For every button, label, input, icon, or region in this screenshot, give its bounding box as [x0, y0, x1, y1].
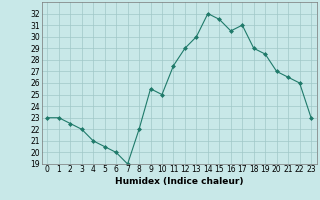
X-axis label: Humidex (Indice chaleur): Humidex (Indice chaleur) [115, 177, 244, 186]
